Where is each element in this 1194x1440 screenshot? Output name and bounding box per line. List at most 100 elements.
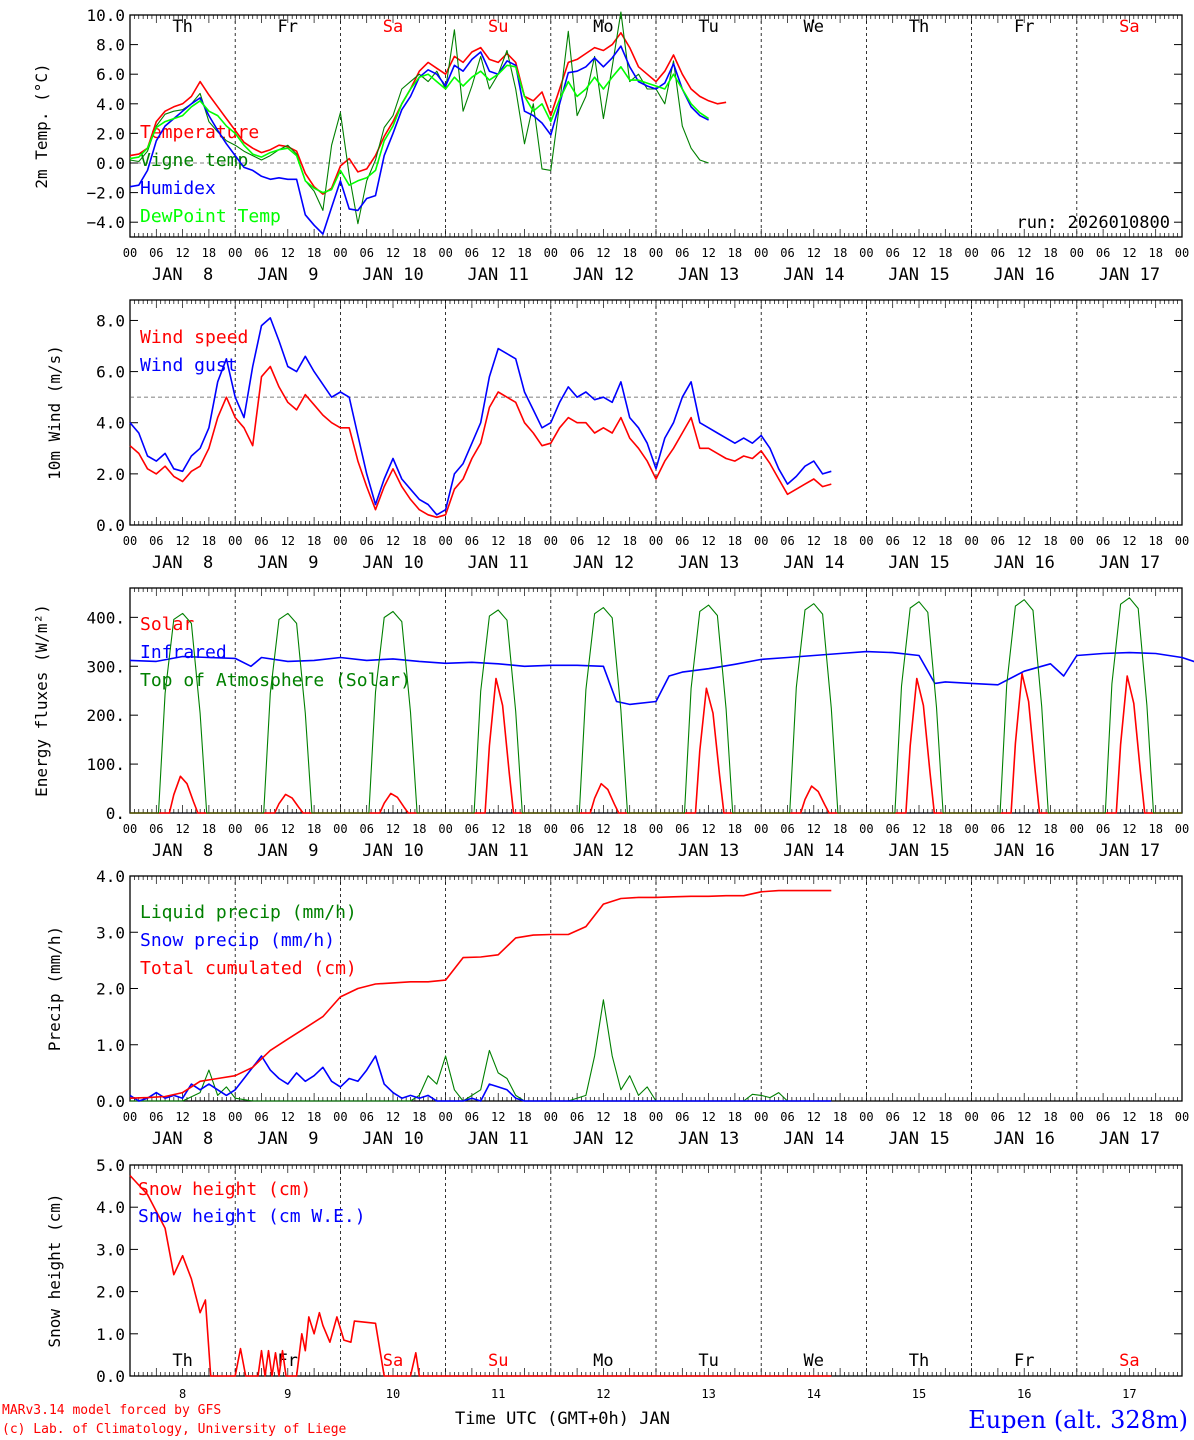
x-day-number: 8 (179, 1387, 186, 1401)
x-hour-label: 06 (885, 246, 899, 260)
series-line-wind-speed (129, 365, 832, 519)
x-day-number: 13 (701, 1387, 715, 1401)
legend-entry: Infrared (140, 642, 227, 663)
weekday-label: Sa (383, 17, 403, 37)
x-hour-label: 00 (649, 822, 663, 836)
x-hour-label: 12 (386, 534, 400, 548)
x-day-number: 17 (1122, 1387, 1136, 1401)
x-hour-label: 18 (938, 534, 952, 548)
x-day-label: JAN 17 (1099, 1129, 1160, 1149)
y-axis-label: 2m Temp. (°C) (32, 63, 51, 188)
x-hour-label: 12 (701, 534, 715, 548)
x-hour-label: 12 (807, 1110, 821, 1124)
x-hour-label: 12 (807, 822, 821, 836)
x-day-number: 14 (807, 1387, 821, 1401)
x-hour-label: 06 (885, 1110, 899, 1124)
x-hour-label: 18 (202, 1110, 216, 1124)
x-hour-label: 00 (438, 822, 452, 836)
x-hour-label: 06 (780, 1110, 794, 1124)
y-tick-label: 0.0 (96, 1367, 125, 1386)
x-hour-label: 12 (1017, 822, 1031, 836)
x-hour-label: 18 (833, 534, 847, 548)
x-day-label: JAN 16 (993, 1129, 1054, 1149)
x-hour-label: 06 (149, 534, 163, 548)
x-day-label: JAN 9 (257, 841, 318, 861)
x-hour-label: 00 (964, 246, 978, 260)
footer-lab-line: (c) Lab. of Climatology, University of L… (2, 1422, 347, 1437)
x-hour-label: 00 (123, 246, 137, 260)
x-hour-label: 06 (780, 246, 794, 260)
x-hour-label: 06 (359, 534, 373, 548)
weekday-label: Su (488, 1351, 508, 1371)
x-hour-label: 18 (517, 822, 531, 836)
y-tick-label: 8.0 (96, 36, 125, 55)
x-day-label: JAN 17 (1099, 841, 1160, 861)
x-hour-label: 12 (175, 822, 189, 836)
footer-model-line: MARv3.14 model forced by GFS (2, 1403, 221, 1418)
x-hour-label: 18 (833, 822, 847, 836)
x-hour-label: 06 (885, 822, 899, 836)
y-tick-label: 4.0 (96, 1198, 125, 1217)
y-axis-label: Energy fluxes (W/m²) (32, 604, 51, 797)
x-hour-label: 00 (228, 246, 242, 260)
x-hour-label: 06 (675, 534, 689, 548)
x-hour-label: 00 (1175, 822, 1189, 836)
x-day-label: JAN 13 (678, 265, 739, 285)
x-hour-label: 00 (964, 822, 978, 836)
x-hour-label: 18 (1043, 822, 1057, 836)
x-hour-label: 12 (912, 822, 926, 836)
x-hour-label: 00 (123, 1110, 137, 1124)
legend-entry: Snow height (cm) (138, 1179, 311, 1200)
x-day-label: JAN 8 (152, 841, 213, 861)
x-hour-label: 12 (491, 822, 505, 836)
x-hour-label: 06 (254, 534, 268, 548)
x-hour-label: 18 (202, 246, 216, 260)
series-line-snow-height-cm- (129, 1174, 832, 1377)
x-hour-label: 18 (202, 822, 216, 836)
x-day-number: 11 (491, 1387, 505, 1401)
x-hour-label: 12 (175, 1110, 189, 1124)
x-hour-label: 00 (1070, 1110, 1084, 1124)
x-hour-label: 00 (544, 246, 558, 260)
x-hour-label: 12 (491, 1110, 505, 1124)
y-tick-label: 1.0 (96, 1325, 125, 1344)
x-hour-label: 00 (123, 822, 137, 836)
y-tick-label: 400. (86, 608, 125, 627)
x-hour-label: 00 (964, 1110, 978, 1124)
x-hour-label: 06 (359, 822, 373, 836)
x-day-number: 12 (596, 1387, 610, 1401)
x-hour-label: 18 (307, 1110, 321, 1124)
x-hour-label: 18 (622, 822, 636, 836)
y-tick-label: 100. (86, 755, 125, 774)
x-hour-label: 18 (728, 246, 742, 260)
x-hour-label: 06 (675, 1110, 689, 1124)
weekday-label: Tu (698, 1351, 718, 1371)
y-tick-label: 2.0 (96, 465, 125, 484)
x-day-label: JAN 15 (888, 841, 949, 861)
x-day-label: JAN 15 (888, 265, 949, 285)
x-hour-label: 18 (622, 534, 636, 548)
y-axis-label: 10m Wind (m/s) (45, 345, 64, 480)
x-hour-label: 00 (438, 1110, 452, 1124)
x-day-label: JAN 12 (573, 553, 634, 573)
y-tick-label: 2.0 (96, 1283, 125, 1302)
x-day-label: JAN 12 (573, 841, 634, 861)
weekday-label: Su (488, 17, 508, 37)
legend-entry: Top of Atmosphere (Solar) (140, 670, 411, 691)
x-hour-label: 06 (465, 246, 479, 260)
x-day-label: JAN 8 (152, 1129, 213, 1149)
panel-temp: −4.0 −2.0 0.0 2.0 4.0 6.0 8.0 10.0 2m Temp. (°C)… (32, 6, 1189, 285)
x-hour-label: 00 (859, 1110, 873, 1124)
x-day-label: JAN 17 (1099, 553, 1160, 573)
y-tick-label: 0. (106, 804, 125, 823)
x-hour-label: 06 (780, 534, 794, 548)
x-hour-label: 12 (386, 1110, 400, 1124)
x-day-label: JAN 17 (1099, 265, 1160, 285)
x-hour-label: 06 (254, 822, 268, 836)
x-day-label: JAN 14 (783, 553, 844, 573)
x-hour-label: 06 (1096, 1110, 1110, 1124)
x-day-label: JAN 11 (467, 1129, 528, 1149)
legend-entry: Wind speed (140, 327, 248, 348)
x-hour-label: 12 (596, 246, 610, 260)
x-hour-label: 06 (570, 1110, 584, 1124)
